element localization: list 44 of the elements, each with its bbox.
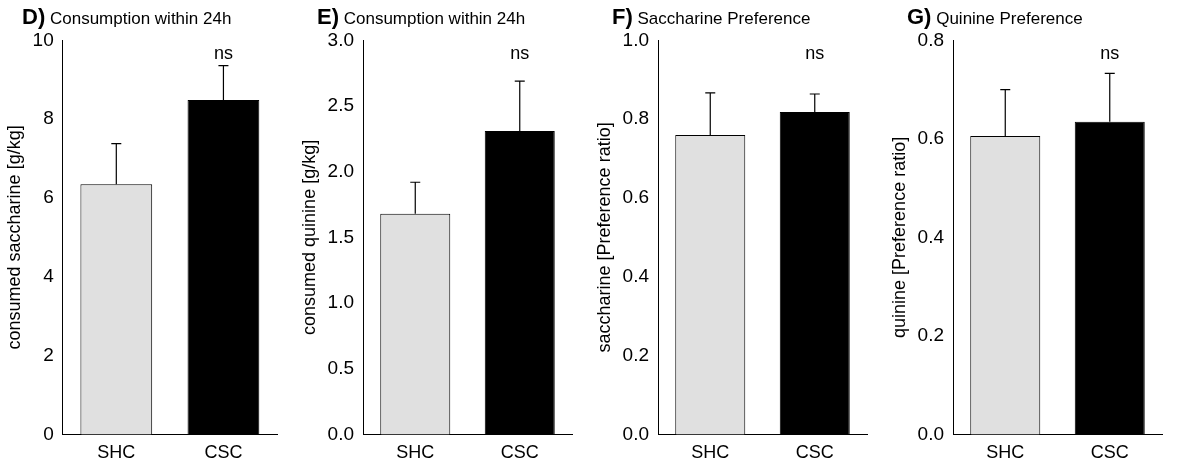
y-tick-label: 0.2 <box>917 324 945 346</box>
y-tick-label: 2.5 <box>327 94 355 116</box>
y-tick-label: 0.6 <box>622 186 650 208</box>
y-axis-title: consumed saccharine [g/kg] <box>3 125 24 350</box>
y-tick-label: 0.6 <box>917 127 945 149</box>
x-tick-label: SHC <box>396 442 435 463</box>
x-tick-label: SHC <box>986 442 1025 463</box>
x-tick-label: CSC <box>204 442 243 463</box>
annotation: ns <box>510 43 530 64</box>
y-axis-title: consumed quinine [g/kg] <box>298 139 319 335</box>
annotation: ns <box>805 43 825 64</box>
y-tick-label: 0.4 <box>917 225 945 247</box>
x-tick-label: SHC <box>691 442 730 463</box>
y-tick-label: 0.0 <box>622 422 650 444</box>
y-tick-label: 1.0 <box>327 291 355 313</box>
y-tick-label: 2.0 <box>327 159 355 181</box>
y-tick-label: 0.2 <box>622 343 650 365</box>
x-tick-label: SHC <box>97 442 136 463</box>
y-tick-label: 0 <box>43 422 54 444</box>
annotation: ns <box>213 43 233 64</box>
y-tick-label: 0.8 <box>622 107 650 129</box>
y-tick-label: 2 <box>43 343 54 365</box>
y-tick-label: 0.5 <box>327 356 355 378</box>
y-tick-label: 0.4 <box>622 265 650 287</box>
y-tick-label: 0.8 <box>917 28 945 50</box>
x-tick-label: CSC <box>1090 442 1129 463</box>
y-tick-label: 0.0 <box>917 422 945 444</box>
chart-title: F) Saccharine Preference <box>612 4 811 30</box>
x-tick-label: CSC <box>795 442 834 463</box>
y-tick-label: 10 <box>32 28 54 50</box>
y-tick-label: 1.5 <box>327 225 355 247</box>
chart-title: D) Consumption within 24h <box>22 4 232 30</box>
chart-title: G) Quinine Preference <box>907 4 1083 30</box>
y-tick-label: 4 <box>43 265 55 287</box>
y-axis-title: quinine [Preference ratio] <box>888 136 909 338</box>
x-tick-label: CSC <box>500 442 539 463</box>
chart-title: E) Consumption within 24h <box>317 4 526 30</box>
y-tick-label: 8 <box>43 107 54 129</box>
y-tick-label: 0.0 <box>327 422 355 444</box>
annotation: ns <box>1100 43 1120 64</box>
y-tick-label: 6 <box>43 186 54 208</box>
y-axis-title: saccharine [Preference ratio] <box>593 122 614 353</box>
y-tick-label: 3.0 <box>327 28 355 50</box>
y-tick-label: 1.0 <box>622 28 650 50</box>
